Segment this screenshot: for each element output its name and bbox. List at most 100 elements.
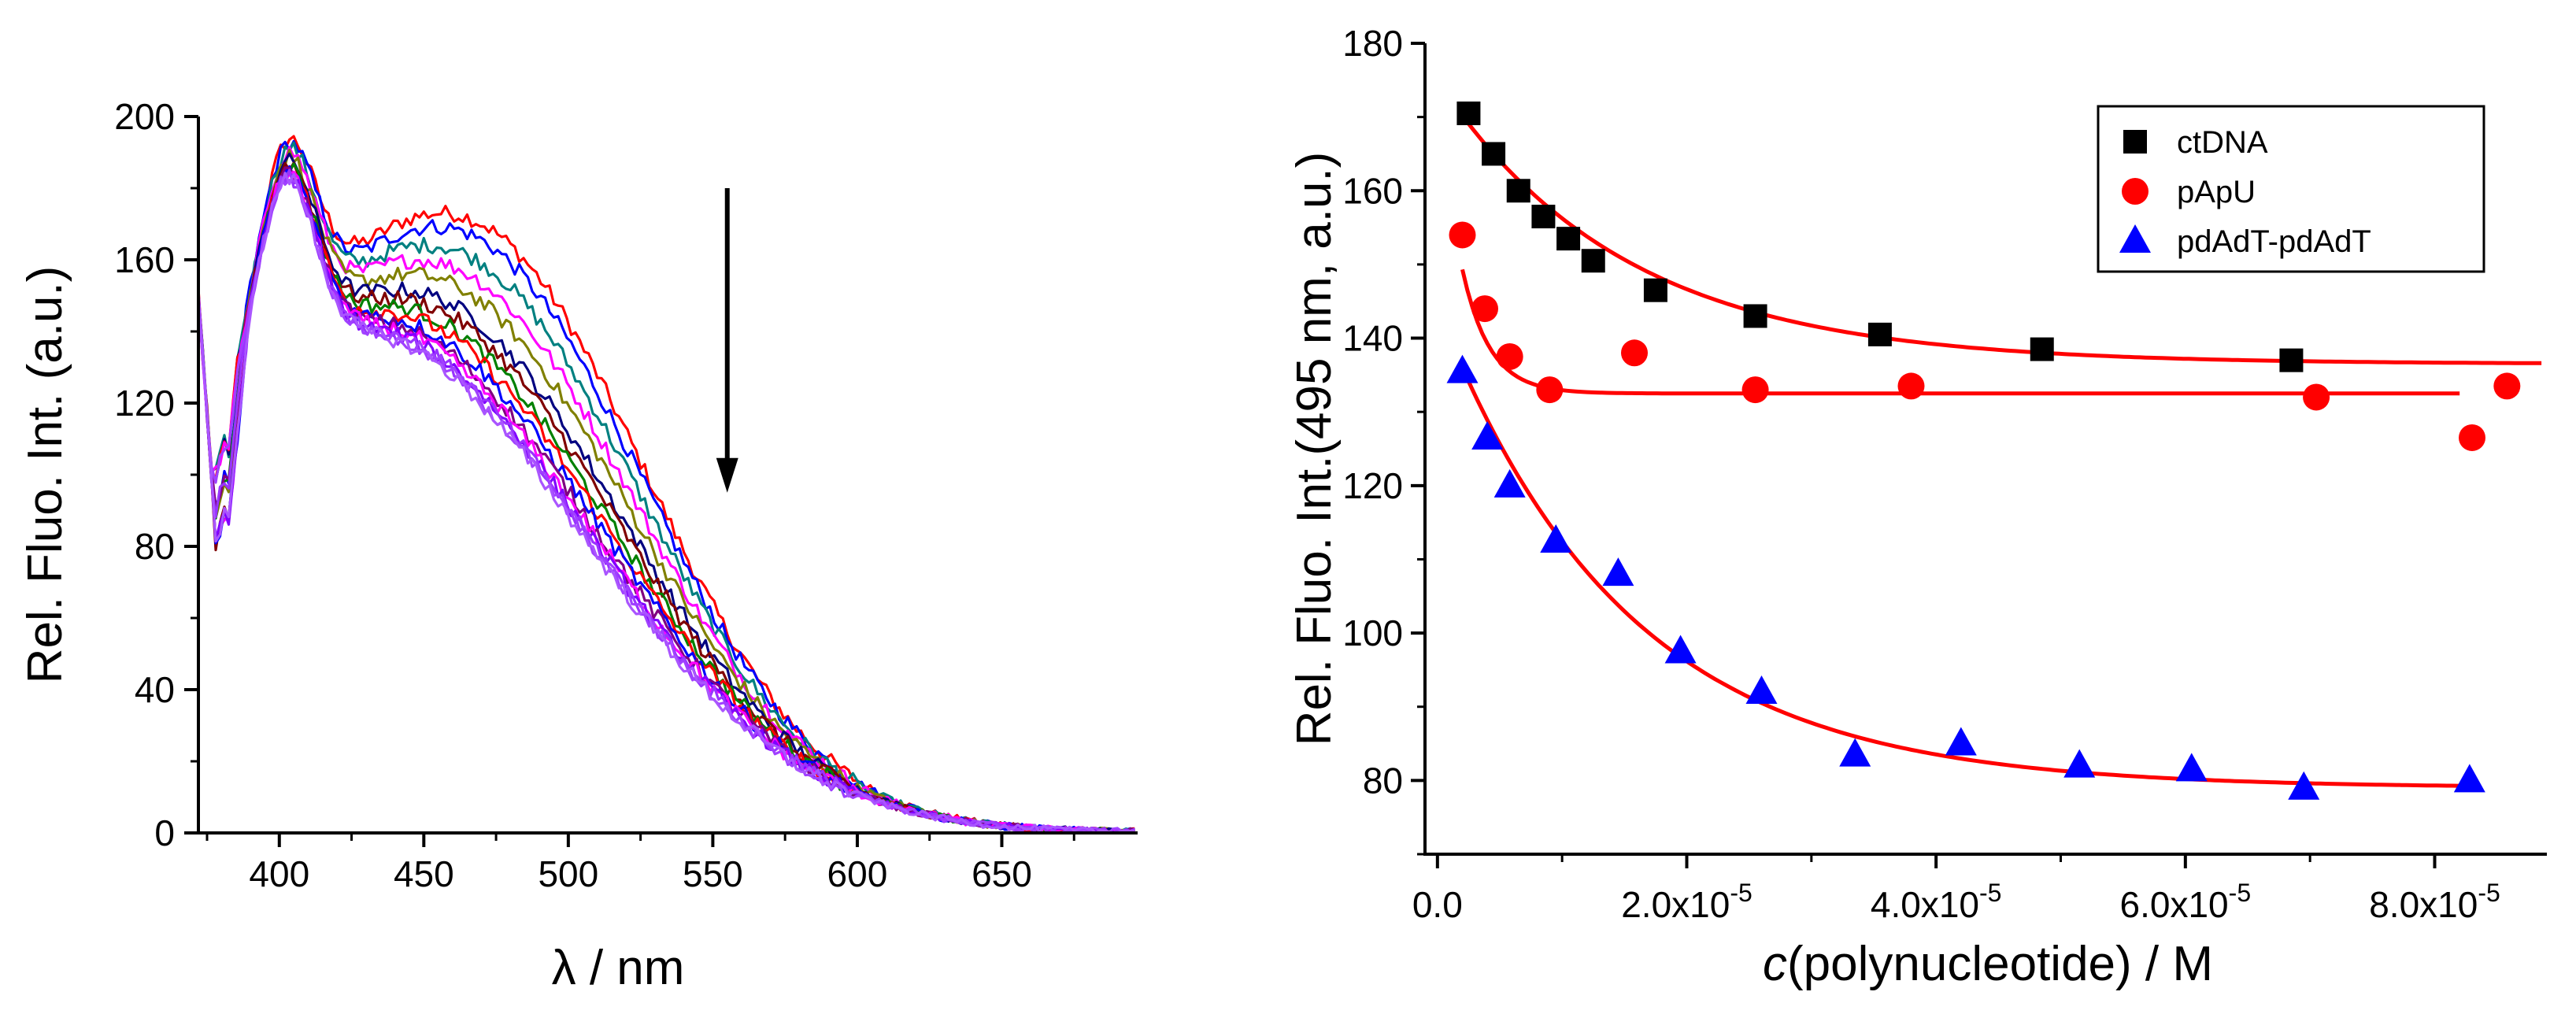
spectrum-curve — [197, 170, 1135, 835]
spectrum-curve — [197, 146, 1135, 835]
right-x-tick-label: 2.0x10-5 — [1621, 879, 1752, 925]
left-y-tick-label: 80 — [135, 526, 175, 567]
data-point-ctDNA — [1743, 304, 1767, 328]
spectrum-curve — [197, 168, 1135, 835]
tick-label-exponent: -5 — [1979, 879, 2001, 907]
tick-label-base: 2.0x10 — [1621, 884, 1730, 925]
right-y-tick-label: 80 — [1363, 760, 1403, 801]
data-point-pApU — [1471, 295, 1498, 323]
left-y-tick-label: 0 — [154, 812, 175, 853]
right-x-axis-title: c(polynucleotide) / M — [1763, 937, 2213, 991]
data-point-pdAdT-pdAdT — [1471, 420, 1504, 450]
left-y-axis-title: Rel. Fluo. Int. (a.u.) — [18, 266, 72, 684]
spectrum-curve — [197, 165, 1135, 835]
legend-marker-pApU — [2122, 178, 2149, 205]
legend-label: pdAdT-pdAdT — [2177, 224, 2371, 259]
right-y-tick-label: 120 — [1342, 465, 1403, 506]
titration-panel: 0.0 2.0x10-5 4.0x10-5 6.0x10-5 8.0x10-580100… — [1287, 23, 2547, 991]
right-x-tick-label: 6.0x10-5 — [2120, 879, 2252, 925]
data-point-pdAdT-pdAdT — [1945, 727, 1977, 756]
tick-label-base: 8.0x10 — [2369, 884, 2478, 925]
spectrum-curve — [197, 141, 1135, 835]
left-x-tick-label: 400 — [249, 853, 309, 894]
tick-label-exponent: -5 — [2478, 879, 2500, 907]
data-point-pdAdT-pdAdT — [1540, 524, 1572, 553]
data-point-pdAdT-pdAdT — [2063, 749, 2096, 778]
left-x-tick-label: 500 — [538, 853, 598, 894]
data-points — [1446, 101, 2521, 800]
right-x-axis-title-rest: (polynucleotide) / M — [1787, 937, 2213, 991]
data-point-pApU — [1449, 221, 1476, 249]
left-x-tick-label: 650 — [972, 853, 1032, 894]
data-point-pdAdT-pdAdT — [1839, 738, 1871, 767]
spectrum-curve — [197, 168, 1135, 835]
data-point-pApU — [1496, 342, 1523, 370]
right-y-tick-label: 180 — [1342, 23, 1403, 64]
data-point-pdAdT-pdAdT — [2175, 753, 2208, 782]
data-point-pdAdT-pdAdT — [1602, 557, 1634, 587]
legend-marker-ctDNA — [2123, 130, 2147, 154]
right-x-axis-title-italic: c — [1763, 937, 1787, 991]
tick-label-exponent: -5 — [1730, 879, 1752, 907]
spectrum-curve — [197, 152, 1135, 835]
data-point-ctDNA — [1531, 205, 1556, 229]
data-point-pApU — [2459, 424, 2485, 451]
right-x-tick-label: 4.0x10-5 — [1871, 879, 2002, 925]
data-point-pApU — [1897, 372, 1925, 400]
tick-label-exponent: -5 — [2229, 879, 2251, 907]
tick-label-base: 4.0x10 — [1871, 884, 1979, 925]
data-point-pdAdT-pdAdT — [1664, 635, 1697, 664]
fit-curve-pApU — [1460, 268, 2460, 396]
data-point-pdAdT-pdAdT — [1446, 354, 1479, 383]
data-point-ctDNA — [1506, 179, 1530, 203]
data-point-pApU — [1536, 376, 1564, 404]
right-x-tick-label: 8.0x10-5 — [2369, 879, 2500, 925]
spectrum-curve — [197, 168, 1136, 835]
left-x-tick-label: 600 — [827, 853, 888, 894]
fit-curve-ctDNA — [1460, 114, 2542, 365]
spectrum-curve — [197, 162, 1135, 835]
spectra-panel: 400 450 500 550 600 650 0 40 80 120 160 200 Rel. Fl… — [18, 96, 1138, 995]
data-point-pApU — [1621, 339, 1648, 367]
left-axis-frame — [197, 117, 1138, 835]
left-y-tick-label: 160 — [114, 239, 175, 280]
left-x-tick-label: 450 — [394, 853, 454, 894]
data-point-ctDNA — [1581, 249, 1605, 273]
legend: ctDNA pApU pdAdT-pdAdT — [2097, 105, 2485, 273]
data-point-pApU — [2303, 383, 2330, 411]
legend-marker-pdAdT-pdAdT — [2119, 224, 2151, 253]
data-point-pdAdT-pdAdT — [2288, 771, 2320, 800]
left-y-tick-label: 120 — [114, 383, 175, 424]
right-y-tick-label: 100 — [1342, 612, 1403, 653]
tick-label-base: 0.0 — [1412, 884, 1463, 925]
data-point-pdAdT-pdAdT — [1493, 468, 1526, 498]
data-point-ctDNA — [1867, 322, 1892, 346]
legend-label: pApU — [2177, 175, 2256, 209]
left-y-tick-label: 200 — [114, 96, 175, 137]
data-point-pdAdT-pdAdT — [1745, 675, 1778, 704]
spectra-curves — [197, 135, 1136, 835]
spectrum-curve — [197, 172, 1135, 835]
left-ticks: 400 450 500 550 600 650 0 40 80 120 160 200 — [114, 96, 1075, 894]
right-y-tick-label: 160 — [1342, 170, 1403, 211]
data-point-ctDNA — [1456, 101, 1481, 125]
right-y-axis-title: Rel. Fluo. Int.(495 nm, a.u.) — [1287, 152, 1342, 746]
spectrum-curve — [197, 135, 1135, 835]
right-ticks: 0.0 2.0x10-5 4.0x10-5 6.0x10-5 8.0x10-580100… — [1342, 23, 2500, 925]
data-point-ctDNA — [1556, 227, 1581, 251]
legend-label: ctDNA — [2177, 125, 2268, 160]
spectrum-curve — [197, 149, 1135, 835]
spectrum-curve — [197, 161, 1135, 835]
tick-label-base: 6.0x10 — [2120, 884, 2229, 925]
data-point-ctDNA — [1482, 142, 1506, 166]
data-point-pApU — [1741, 376, 1769, 404]
data-point-pApU — [2493, 372, 2521, 400]
left-x-axis-title: λ / nm — [552, 941, 685, 995]
arrow-head — [716, 457, 738, 493]
data-point-ctDNA — [2279, 348, 2304, 372]
data-point-pdAdT-pdAdT — [2453, 764, 2485, 793]
spectrum-curve — [197, 166, 1136, 835]
decrease-arrow — [716, 188, 738, 493]
right-x-tick-label: 0.0 — [1412, 884, 1463, 925]
